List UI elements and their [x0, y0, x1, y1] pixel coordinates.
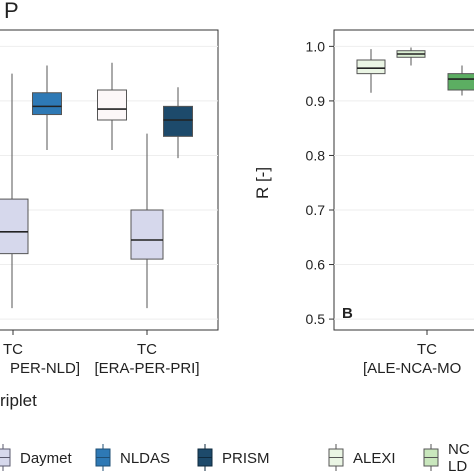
left-x-tick-label-line1: TC [137, 341, 157, 358]
right-grid [334, 45, 474, 320]
right-box-nca-1 [396, 47, 426, 66]
left-box-prism-3-iqr-box [163, 105, 193, 137]
left-box-daymet-2 [130, 133, 164, 309]
left-plot-frame [0, 29, 219, 331]
right-y-tick-label: 0.8 [306, 147, 326, 163]
legend-item-nldas: NLDAS [95, 444, 170, 471]
right-box-mo-2 [447, 65, 474, 96]
left-x-tick-label-line1: TC [3, 341, 23, 358]
right-panel: R [-] 0.5 0.6 0.7 0.8 0.9 1.0 B TC [ALE-NCA-MO [253, 29, 474, 377]
left-panel: P TC PER-NLD] TC [ERA-PER-PRI] riplet [0, 0, 219, 410]
legend-item-prism: PRISM [197, 444, 270, 471]
left-x-tick-label-line2: [ERA-PER-PRI] [94, 360, 199, 377]
left-box-extra-4-iqr-box [97, 89, 127, 121]
left-x-tick-label-line2: PER-NLD] [10, 360, 80, 377]
left-box-prism-3 [163, 87, 193, 159]
right-boxes [356, 47, 474, 96]
legend-left: Daymet NLDAS PRISM [0, 444, 270, 471]
right-x-tick-label-line2: [ALE-NCA-MO [363, 360, 461, 377]
right-box-mo-2-iqr-box [447, 73, 474, 91]
legend-item-alexi: ALEXI [328, 444, 396, 471]
legend-label-line1: NC [448, 441, 470, 458]
left-panel-letter: P [4, 0, 19, 23]
left-box-nldas-1 [32, 65, 62, 150]
legend-label-alexi: ALEXI [353, 450, 396, 467]
right-y-tick-label: 0.9 [306, 93, 326, 109]
left-boxes [0, 62, 193, 309]
right-y-tick-label: 0.5 [306, 311, 326, 327]
left-plot-area [0, 29, 219, 331]
left-box-extra-4 [97, 62, 127, 150]
left-x-tick-labels: TC PER-NLD] TC [ERA-PER-PRI] [3, 330, 200, 377]
right-plot-area: B [333, 29, 474, 331]
legend-label-nldas: NLDAS [120, 450, 170, 467]
right-plot-frame [333, 29, 474, 331]
right-y-tick-labels: 0.5 0.6 0.7 0.8 0.9 1.0 [306, 38, 334, 327]
left-grid [0, 45, 218, 320]
left-box-nldas-1-iqr-box [32, 92, 62, 116]
left-box-daymet-0 [0, 73, 29, 309]
right-y-axis-title: R [-] [253, 167, 272, 199]
right-y-tick-label: 0.7 [306, 202, 326, 218]
right-x-tick-label-line1: TC [417, 341, 437, 358]
legend-label-daymet: Daymet [20, 450, 73, 467]
left-box-daymet-0-iqr-box [0, 198, 29, 255]
right-y-tick-label: 0.6 [306, 257, 326, 273]
left-x-axis-title: riplet [0, 391, 37, 410]
legend-item-daymet: Daymet [0, 444, 73, 471]
right-box-alexi-0-iqr-box [356, 59, 386, 75]
left-box-daymet-2-iqr-box [130, 209, 164, 260]
right-x-tick-labels: TC [ALE-NCA-MO [363, 330, 461, 377]
legend-label-prism: PRISM [222, 450, 270, 467]
right-box-alexi-0 [356, 49, 386, 93]
right-y-tick-label: 1.0 [306, 38, 326, 54]
legend-label-line2: LD [448, 458, 467, 474]
right-panel-letter: B [342, 305, 353, 322]
